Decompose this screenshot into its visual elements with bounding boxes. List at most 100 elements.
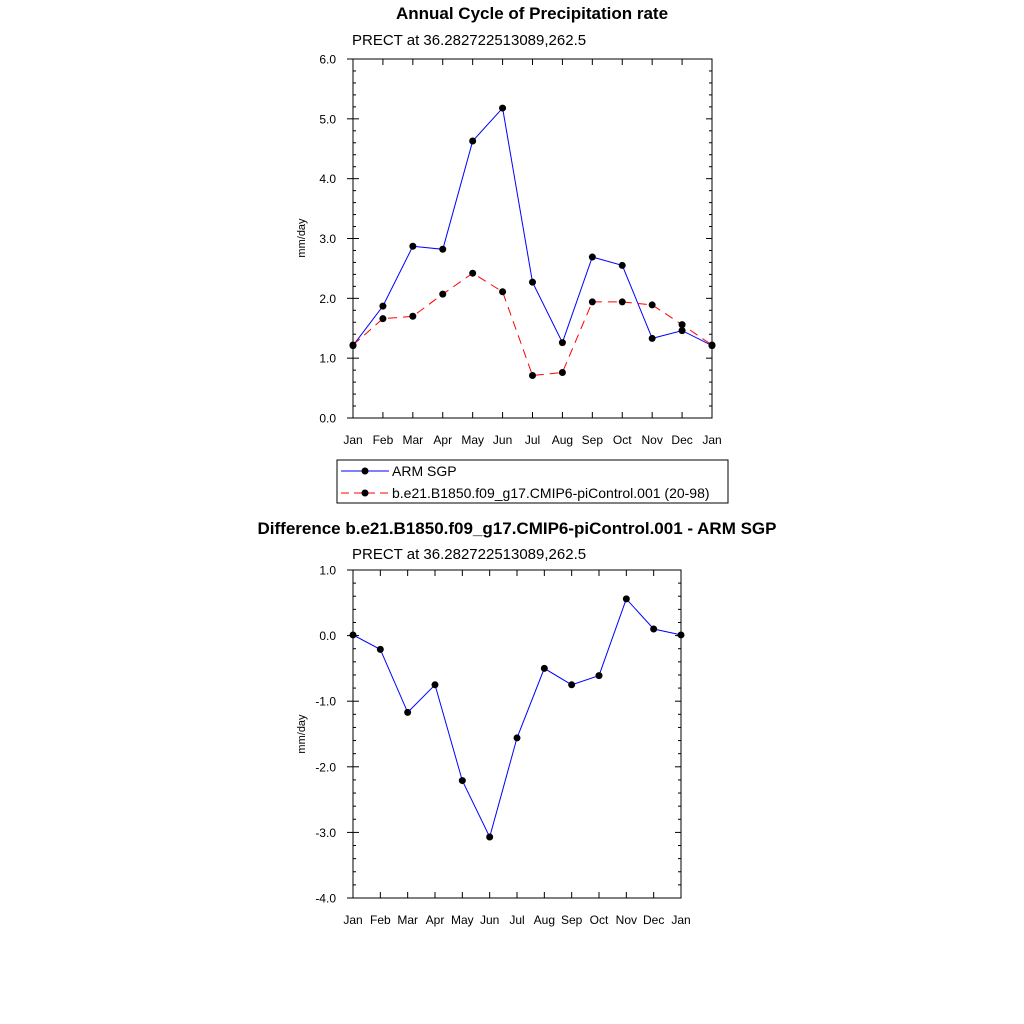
chart1-subtitle: PRECT at 36.282722513089,262.5 xyxy=(352,32,586,49)
chart2-y-tick-labels: -4.0 -3.0 -2.0 -1.0 0.0 1.0 xyxy=(315,564,336,906)
c1-series-1-point xyxy=(678,321,686,329)
chart1-ticks xyxy=(347,58,713,419)
c1-xtick-label: Apr xyxy=(433,433,452,447)
c1-xtick-label: Jul xyxy=(525,433,540,447)
chart1-plot-frame xyxy=(352,58,713,419)
c1-series-0-point xyxy=(409,242,417,250)
chart2-ylabel: mm/day xyxy=(296,714,308,754)
c1-ytick-label: 4.0 xyxy=(319,172,336,186)
c1-series-1-point xyxy=(529,372,536,380)
annual-cycle-chart: Annual Cycle of Precipitation rate PRECT… xyxy=(296,4,729,504)
c2-series-0-point xyxy=(677,631,685,639)
c2-xtick-label: Nov xyxy=(616,913,637,927)
c1-xtick-label: Aug xyxy=(552,433,573,447)
c2-ytick-label: -3.0 xyxy=(315,826,336,840)
c1-series-0-point xyxy=(588,253,596,261)
c2-xtick-label: Oct xyxy=(590,913,609,927)
c1-ytick-label: 5.0 xyxy=(319,112,336,126)
c2-ytick-label: -1.0 xyxy=(315,695,336,709)
chart2-x-tick-labels: Jan Feb Mar Apr May Jun Jul Aug Sep Oct Nov Dec Jan xyxy=(343,913,690,927)
legend-model-label: b.e21.B1850.f09_g17.CMIP6-piControl.001 … xyxy=(392,485,710,501)
c1-xtick-label: Jan xyxy=(702,433,721,447)
chart1-legend: ARM SGP b.e21.B1850.f09_g17.CMIP6-piCont… xyxy=(336,459,729,504)
c2-series-0-point xyxy=(650,625,658,633)
legend-model-marker xyxy=(361,489,369,497)
c2-xtick-label: Dec xyxy=(643,913,664,927)
chart1-x-tick-labels: Jan Feb Mar Apr May Jun Jul Aug Sep Oct Nov Dec Jan xyxy=(343,433,721,447)
c1-series-1-point xyxy=(558,369,566,377)
c1-series-0-point xyxy=(678,327,686,335)
chart2-plot-frame xyxy=(352,569,682,899)
c1-series-0-point xyxy=(499,104,507,112)
c1-xtick-label: May xyxy=(461,433,484,447)
c1-series-line-1 xyxy=(352,272,713,377)
c1-ytick-label: 3.0 xyxy=(319,232,336,246)
chart1-y-tick-labels: 0.0 1.0 2.0 3.0 4.0 5.0 6.0 xyxy=(319,53,336,426)
c2-series-0-point xyxy=(595,672,603,680)
c1-xtick-label: Feb xyxy=(373,433,394,447)
c2-series-0-point xyxy=(486,833,494,841)
c1-series-1-point xyxy=(588,298,596,306)
c2-series-0-point xyxy=(349,631,357,639)
c1-xtick-label: Jun xyxy=(493,433,512,447)
c1-series-1-point xyxy=(469,269,477,277)
c1-ytick-label: 0.0 xyxy=(319,412,336,426)
c2-series-0-point xyxy=(404,708,412,716)
c1-series-0-point xyxy=(529,278,536,286)
c2-series-0-point xyxy=(431,681,439,689)
c2-xtick-label: Apr xyxy=(426,913,445,927)
c1-series-0-point xyxy=(379,302,387,310)
c1-xtick-label: Mar xyxy=(402,433,423,447)
c2-xtick-label: Aug xyxy=(534,913,555,927)
c1-series-1-point xyxy=(648,301,656,309)
c2-xtick-label: Mar xyxy=(397,913,418,927)
c1-xtick-label: Dec xyxy=(671,433,692,447)
c1-xtick-label: Oct xyxy=(613,433,632,447)
c1-ytick-label: 6.0 xyxy=(319,53,336,67)
c2-series-0-point xyxy=(622,595,630,603)
c1-ytick-label: 1.0 xyxy=(319,352,336,366)
c2-xtick-label: May xyxy=(451,913,474,927)
c1-xtick-label: Sep xyxy=(582,433,604,447)
c1-series-1-point xyxy=(379,315,387,323)
chart1-series xyxy=(349,104,716,380)
chart2-subtitle: PRECT at 36.282722513089,262.5 xyxy=(352,546,586,563)
legend-box xyxy=(336,459,729,504)
legend-arm-label: ARM SGP xyxy=(392,463,457,479)
legend-arm-marker xyxy=(361,467,369,475)
c1-series-0-point xyxy=(618,261,626,269)
c2-xtick-label: Sep xyxy=(561,913,583,927)
chart1-ylabel: mm/day xyxy=(296,218,308,258)
c1-series-1-point xyxy=(499,288,507,296)
chart2-title: Difference b.e21.B1850.f09_g17.CMIP6-piC… xyxy=(258,519,777,538)
c2-xtick-label: Feb xyxy=(370,913,391,927)
c1-ytick-label: 2.0 xyxy=(319,292,336,306)
chart1-title: Annual Cycle of Precipitation rate xyxy=(396,4,668,23)
c1-series-1-point xyxy=(708,341,716,349)
c1-series-0-point xyxy=(469,137,477,145)
c1-series-line-0 xyxy=(352,107,713,347)
c1-series-0-point xyxy=(558,339,566,347)
chart2-ticks xyxy=(347,569,682,899)
c1-series-0-point xyxy=(648,334,656,342)
c2-xtick-label: Jan xyxy=(343,913,362,927)
c2-ytick-label: 0.0 xyxy=(319,629,336,643)
c2-series-line-0 xyxy=(352,597,682,839)
c1-series-1-point xyxy=(618,298,626,306)
c1-series-1-point xyxy=(349,341,357,349)
c1-series-1-point xyxy=(439,290,447,298)
c2-xtick-label: Jul xyxy=(509,913,524,927)
c2-series-0-point xyxy=(513,734,521,742)
c2-ytick-label: -2.0 xyxy=(315,760,336,774)
c2-ytick-label: 1.0 xyxy=(319,564,336,578)
difference-chart: Difference b.e21.B1850.f09_g17.CMIP6-piC… xyxy=(258,519,777,927)
chart2-series xyxy=(349,595,685,841)
c2-series-0-point xyxy=(376,645,384,653)
c1-xtick-label: Jan xyxy=(343,433,362,447)
c1-series-1-point xyxy=(409,312,417,320)
c2-series-0-point xyxy=(540,664,548,672)
c2-series-0-point xyxy=(568,681,576,689)
c1-series-0-point xyxy=(439,245,447,253)
c2-xtick-label: Jun xyxy=(480,913,499,927)
